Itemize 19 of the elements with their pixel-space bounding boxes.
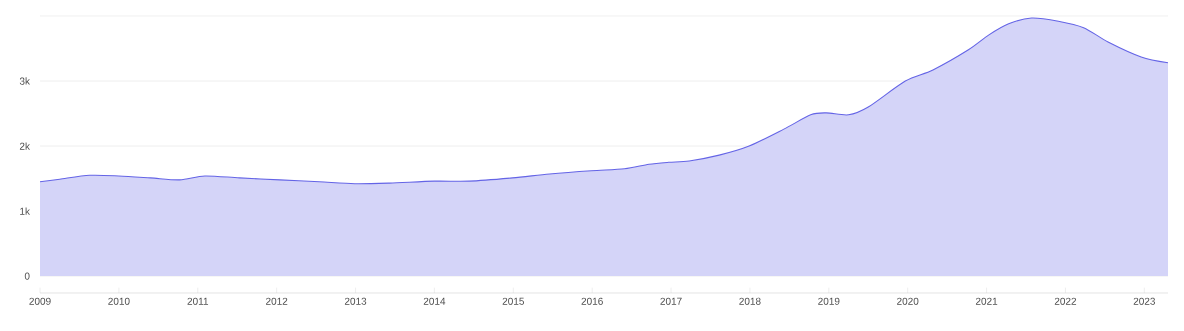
- x-tick-label: 2022: [1054, 297, 1077, 305]
- x-tick-label: 2014: [423, 297, 446, 305]
- y-tick-label: 2k: [19, 142, 30, 150]
- x-tick-label: 2017: [660, 297, 682, 305]
- x-tick-label: 2013: [344, 297, 367, 305]
- x-tick-label: 2010: [108, 297, 130, 305]
- x-tick-label: 2021: [975, 297, 998, 305]
- x-tick-label: 2019: [818, 297, 840, 305]
- y-tick-label: 1k: [20, 207, 30, 215]
- x-tick-label: 2011: [187, 297, 209, 305]
- x-tick-label: 2020: [897, 297, 919, 305]
- x-tick-label: 2018: [739, 297, 761, 305]
- x-tick-label: 2009: [29, 297, 51, 305]
- y-tick-label: 3k: [19, 77, 30, 85]
- x-tick-label: 2023: [1133, 297, 1156, 305]
- x-tick-label: 2015: [502, 297, 524, 305]
- y-tick-label: 0: [24, 272, 30, 280]
- x-tick-label: 2016: [581, 297, 603, 305]
- x-tick-label: 2012: [266, 297, 288, 305]
